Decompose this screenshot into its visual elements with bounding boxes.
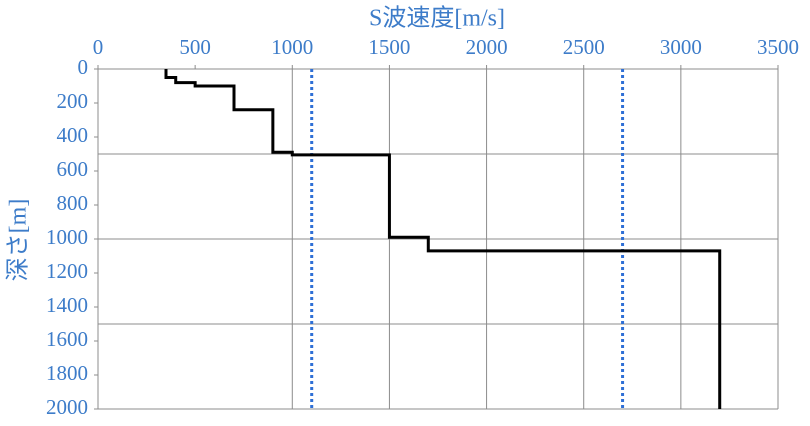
x-tick-label: 500: [179, 35, 211, 59]
y-tick-label: 400: [57, 123, 89, 147]
y-tick-label: 600: [57, 157, 89, 181]
y-tick-label: 1600: [46, 327, 88, 351]
step-line: [164, 69, 722, 409]
y-tick-label: 800: [57, 191, 89, 215]
x-tick-label: 3000: [660, 35, 702, 59]
y-tick-label: 1200: [46, 259, 88, 283]
x-tick-label: 0: [93, 35, 104, 59]
y-tick-label: 0: [78, 55, 89, 79]
y-tick-label: 200: [57, 89, 89, 113]
y-tick-label: 1800: [46, 361, 88, 385]
x-tick-label: 2000: [466, 35, 508, 59]
y-tick-label: 2000: [46, 395, 88, 419]
x-tick-label: 1000: [271, 35, 313, 59]
y-tick-label: 1400: [46, 293, 88, 317]
y-tick-label: 1000: [46, 225, 88, 249]
x-tick-label: 2500: [563, 35, 605, 59]
x-tick-label: 1500: [368, 35, 410, 59]
y-axis-title: 深さ[m]: [5, 199, 32, 282]
x-axis-title: S波速度[m/s]: [369, 5, 505, 32]
x-tick-label: 3500: [757, 35, 799, 59]
